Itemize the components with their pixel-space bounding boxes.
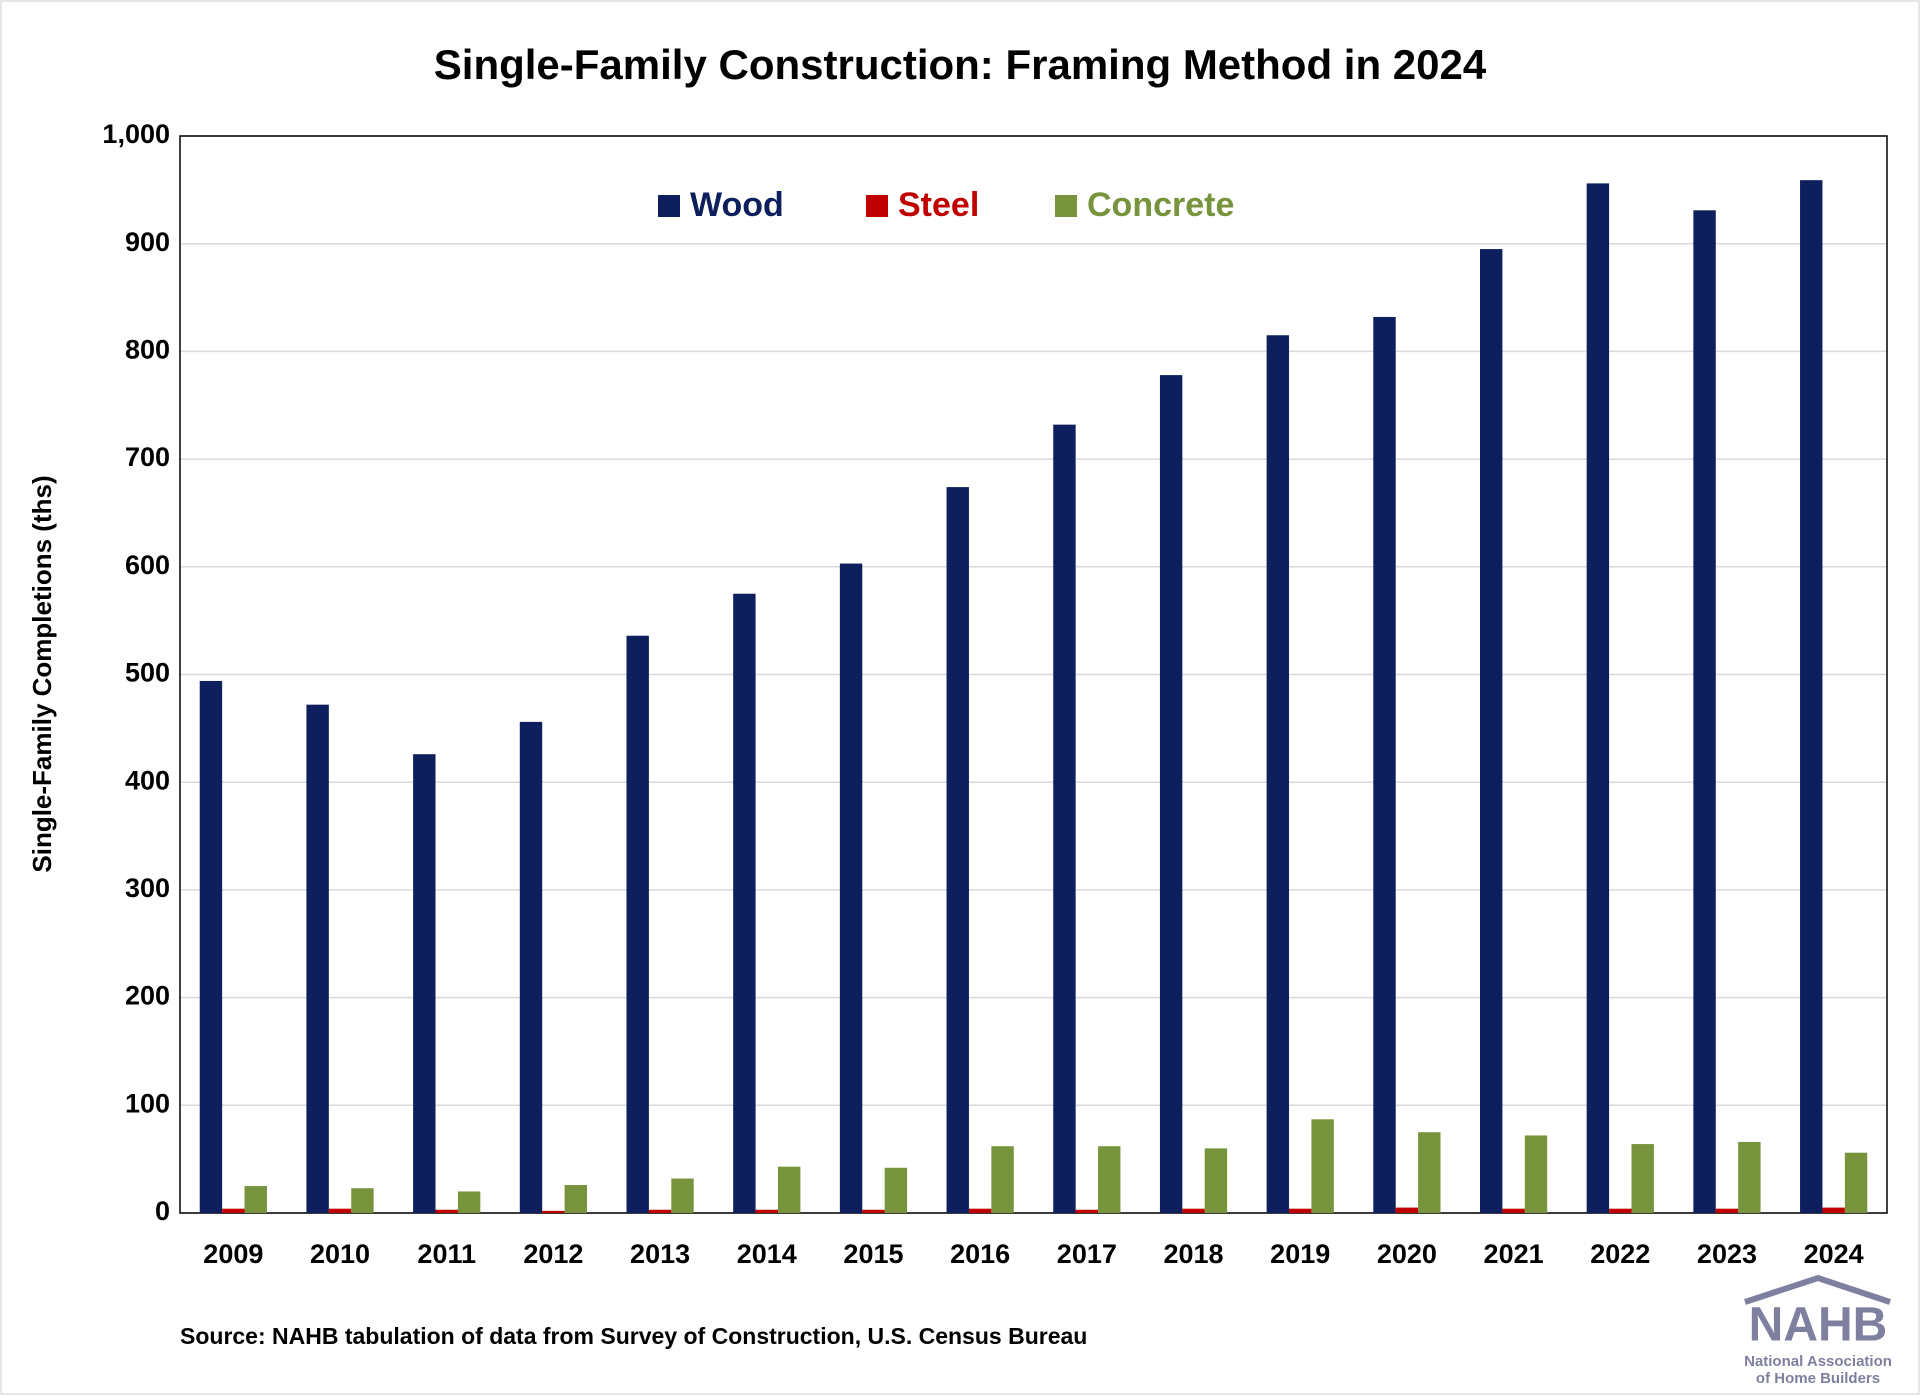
y-tick-label: 900 bbox=[125, 227, 170, 257]
bar bbox=[351, 1188, 374, 1213]
y-tick-label: 600 bbox=[125, 550, 170, 580]
bar bbox=[1800, 180, 1823, 1214]
bar bbox=[671, 1178, 694, 1213]
bar bbox=[884, 1167, 908, 1213]
bar bbox=[991, 1146, 1014, 1213]
bar bbox=[1075, 1209, 1099, 1213]
bar bbox=[1502, 1208, 1525, 1213]
y-tick-label: 0 bbox=[155, 1196, 170, 1226]
bar bbox=[1715, 1208, 1739, 1213]
logo-name: NAHB bbox=[1749, 1299, 1888, 1352]
y-tick-label: 800 bbox=[125, 335, 170, 365]
x-tick-label: 2017 bbox=[1057, 1239, 1117, 1269]
bar bbox=[1479, 249, 1503, 1213]
x-tick-label: 2014 bbox=[737, 1239, 797, 1269]
bar bbox=[968, 1208, 992, 1213]
bar bbox=[1822, 1207, 1845, 1213]
y-tick-label: 400 bbox=[125, 765, 170, 795]
bar bbox=[328, 1208, 352, 1213]
legend-swatch bbox=[866, 195, 888, 217]
legend-swatch bbox=[658, 195, 680, 217]
x-tick-label: 2012 bbox=[523, 1239, 583, 1269]
bar bbox=[626, 635, 649, 1213]
bar bbox=[199, 680, 223, 1213]
bar bbox=[1524, 1135, 1548, 1213]
bar bbox=[1053, 424, 1076, 1213]
x-tick-label: 2011 bbox=[417, 1239, 476, 1269]
bar bbox=[564, 1184, 588, 1213]
bar bbox=[1844, 1152, 1868, 1213]
bar bbox=[946, 487, 969, 1213]
bar bbox=[1311, 1119, 1334, 1213]
bar bbox=[519, 721, 543, 1213]
bar bbox=[777, 1166, 801, 1213]
chart-title: Single-Family Construction: Framing Meth… bbox=[434, 41, 1487, 88]
legend-label: Wood bbox=[690, 186, 784, 224]
bar bbox=[1266, 335, 1290, 1213]
x-tick-label: 2018 bbox=[1163, 1239, 1223, 1269]
bar bbox=[1289, 1208, 1312, 1213]
x-tick-label: 2022 bbox=[1590, 1239, 1650, 1269]
bar bbox=[1609, 1208, 1632, 1213]
x-tick-label: 2020 bbox=[1377, 1239, 1437, 1269]
y-tick-label: 700 bbox=[125, 442, 170, 472]
y-tick-label: 200 bbox=[125, 981, 170, 1011]
x-tick-label: 2024 bbox=[1804, 1239, 1864, 1269]
source: Source: NAHB tabulation of data from Sur… bbox=[180, 1323, 1087, 1349]
bar bbox=[1631, 1144, 1654, 1213]
logo-line: of Home Builders bbox=[1756, 1370, 1880, 1387]
y-tick-label: 100 bbox=[125, 1088, 170, 1118]
bar bbox=[1586, 183, 1610, 1214]
x-tick-label: 2023 bbox=[1697, 1239, 1757, 1269]
bar bbox=[435, 1209, 458, 1213]
x-tick-label: 2015 bbox=[843, 1239, 903, 1269]
bar bbox=[1204, 1148, 1228, 1213]
x-tick-label: 2010 bbox=[310, 1239, 370, 1269]
legend-swatch bbox=[1055, 195, 1077, 217]
bar bbox=[1418, 1132, 1441, 1213]
bar bbox=[1373, 316, 1396, 1213]
bar bbox=[1395, 1207, 1419, 1213]
bar bbox=[733, 593, 756, 1213]
bar bbox=[244, 1186, 267, 1213]
x-tick-label: 2021 bbox=[1484, 1239, 1544, 1269]
plot-border bbox=[179, 135, 1888, 1214]
bar bbox=[1098, 1146, 1121, 1213]
bar bbox=[648, 1209, 672, 1213]
bar bbox=[1159, 375, 1183, 1213]
y-tick-label: 500 bbox=[125, 658, 170, 688]
logo-line: National Association bbox=[1744, 1353, 1892, 1370]
x-tick-label: 2013 bbox=[630, 1239, 690, 1269]
bar bbox=[839, 563, 863, 1213]
x-tick-label: 2016 bbox=[950, 1239, 1010, 1269]
bar bbox=[1182, 1208, 1205, 1213]
y-axis-label: Single-Family Completions (ths) bbox=[27, 475, 57, 872]
bar bbox=[542, 1210, 565, 1213]
bar bbox=[1693, 210, 1716, 1214]
bar bbox=[755, 1209, 778, 1213]
bar bbox=[413, 754, 436, 1213]
bar bbox=[1738, 1141, 1761, 1213]
bar bbox=[457, 1191, 481, 1213]
x-tick-label: 2019 bbox=[1270, 1239, 1330, 1269]
bar bbox=[222, 1208, 245, 1213]
y-tick-label: 1,000 bbox=[102, 119, 170, 149]
y-tick-label: 300 bbox=[125, 873, 170, 903]
legend-label: Steel bbox=[898, 186, 979, 224]
bar bbox=[862, 1209, 885, 1213]
logo-roof bbox=[1744, 1274, 1891, 1305]
legend-label: Concrete bbox=[1087, 186, 1234, 224]
x-tick-label: 2009 bbox=[203, 1239, 263, 1269]
bar bbox=[306, 704, 329, 1213]
